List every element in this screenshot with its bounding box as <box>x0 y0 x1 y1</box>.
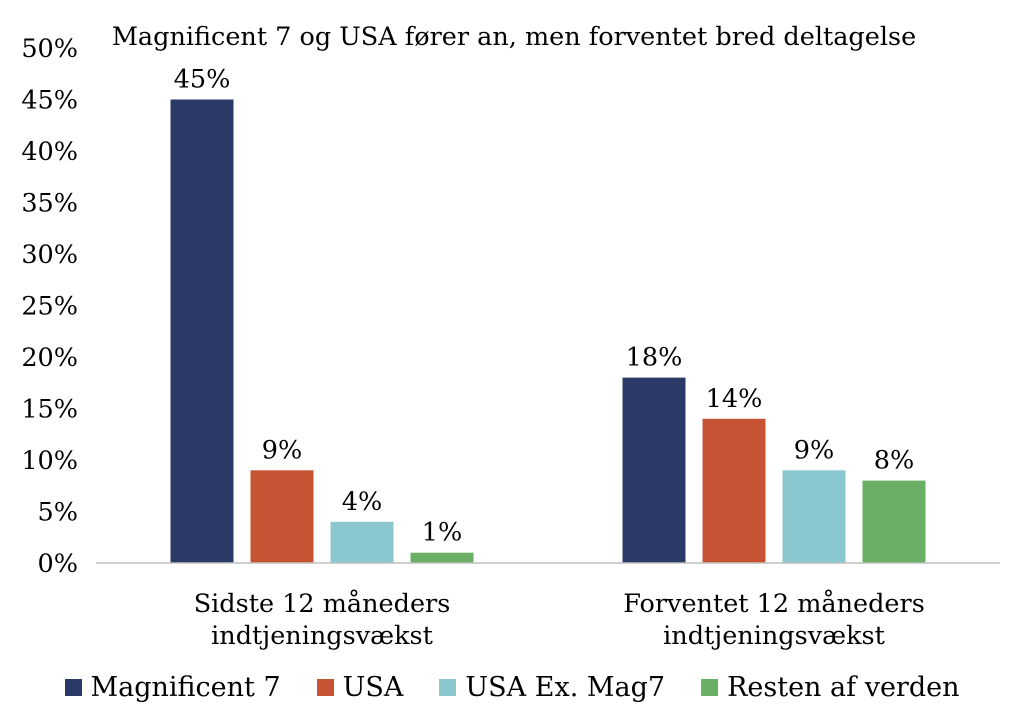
bar <box>330 521 394 563</box>
bars <box>170 99 926 563</box>
bar <box>622 377 686 563</box>
x-category-label: indtjeningsvækst <box>211 621 433 651</box>
legend-label: USA <box>342 671 404 703</box>
y-tick-label: 15% <box>21 395 78 425</box>
bar <box>170 99 234 563</box>
bar <box>782 470 846 563</box>
bar <box>250 470 314 563</box>
legend-swatch <box>64 678 82 696</box>
x-category-label: Forventet 12 måneders <box>623 588 925 619</box>
legend-item-usa-ex-mag7: USA Ex. Mag7 <box>439 672 665 703</box>
bar-labels: 45% 9% 4% 1% 18% 14% 9% 8% <box>174 65 915 548</box>
bar <box>702 418 766 563</box>
bar-value-label: 45% <box>174 65 231 95</box>
y-tick-label: 0% <box>38 549 78 579</box>
legend: Magnificent 7 USA USA Ex. Mag7 Resten af… <box>0 665 1024 709</box>
legend-item-usa: USA <box>316 671 404 703</box>
x-category-label: indtjeningsvækst <box>663 621 885 651</box>
y-tick-label: 20% <box>21 343 78 373</box>
chart-title: Magnificent 7 og USA fører an, men forve… <box>112 22 916 52</box>
bar-value-label: 18% <box>626 343 683 373</box>
legend-swatch <box>701 678 719 696</box>
y-tick-label: 30% <box>21 240 78 270</box>
y-tick-label: 50% <box>21 34 78 64</box>
legend-item-resten-af-verden: Resten af verden <box>701 671 960 703</box>
x-category-label: Sidste 12 måneders <box>194 588 451 619</box>
y-tick-label: 25% <box>21 292 78 322</box>
y-tick-label: 45% <box>21 86 78 116</box>
y-axis: 0% 5% 10% 15% 20% 25% 30% 35% 40% 45% 50% <box>21 34 78 579</box>
bar-value-label: 8% <box>874 446 914 476</box>
bar-value-label: 9% <box>262 435 302 465</box>
bar-value-label: 1% <box>422 518 462 548</box>
bar-value-label: 14% <box>706 384 763 414</box>
y-tick-label: 40% <box>21 137 78 167</box>
legend-swatch <box>316 678 334 696</box>
legend-label: USA Ex. Mag7 <box>465 671 666 703</box>
y-tick-label: 10% <box>21 446 78 476</box>
y-tick-label: 5% <box>38 498 78 528</box>
legend-label: Magnificent 7 <box>90 671 281 703</box>
x-axis: Sidste 12 månedersindtjeningsvækstForven… <box>194 588 925 651</box>
legend-label: Resten af verden <box>727 671 960 703</box>
legend-swatch <box>439 678 457 696</box>
bar <box>410 552 474 563</box>
bar-value-label: 4% <box>342 487 382 517</box>
bar-value-label: 9% <box>794 435 834 465</box>
legend-item-magnificent-7: Magnificent 7 <box>64 671 281 703</box>
y-tick-label: 35% <box>21 189 78 219</box>
bar <box>862 480 926 563</box>
